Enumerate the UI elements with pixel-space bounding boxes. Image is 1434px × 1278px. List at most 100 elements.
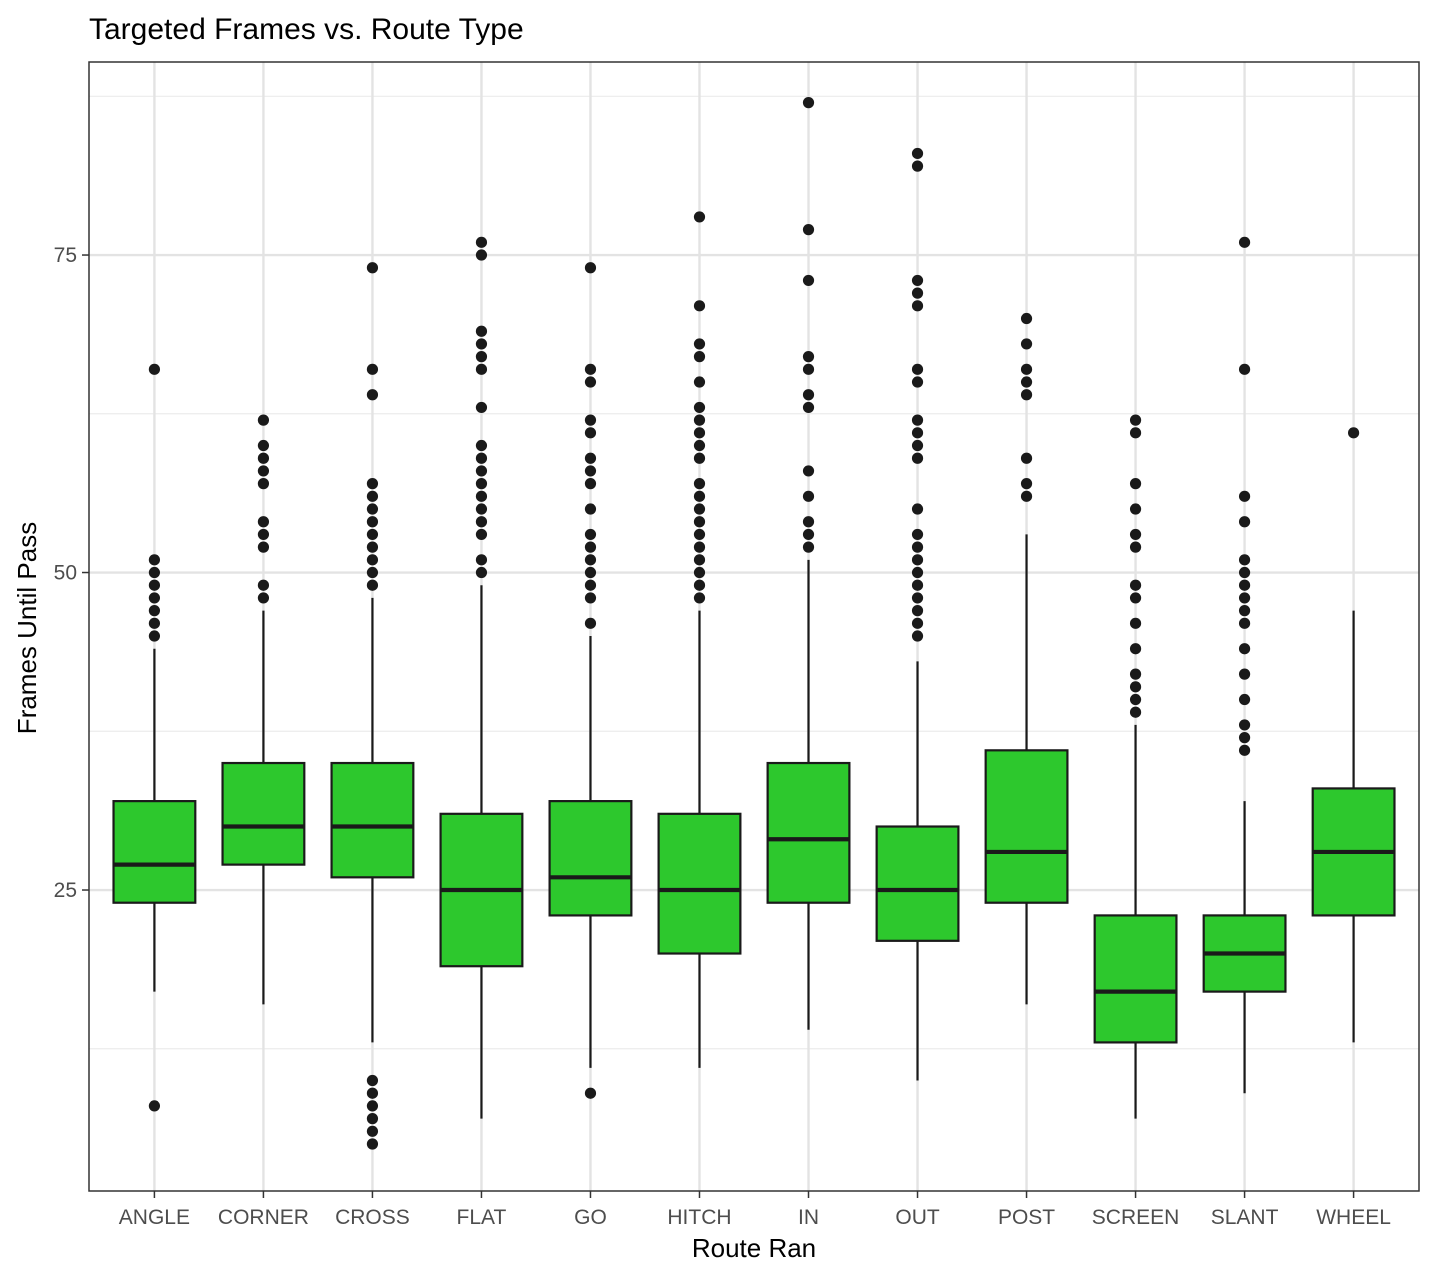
outlier-point [584,262,597,274]
outlier-point [1238,719,1251,731]
outlier-point [911,554,924,566]
outlier-point [584,414,597,426]
outlier-point [584,363,597,375]
box-iqr [548,800,633,917]
outlier-point [1129,668,1142,680]
outlier-point [1238,236,1251,248]
outlier-point [693,592,706,604]
outlier-point [366,579,379,591]
outlier-point [584,541,597,553]
outlier-point [1129,579,1142,591]
outlier-point [475,363,488,375]
outlier-point [1129,643,1142,655]
x-tick-label: IN [798,1206,819,1229]
outlier-point [802,465,815,477]
outlier-point [366,1100,379,1112]
outlier-point [148,630,161,642]
outlier-point [1238,605,1251,617]
outlier-point [366,1087,379,1099]
outlier-point [475,439,488,452]
box-iqr [984,749,1069,904]
outlier-point [257,541,270,553]
outlier-point [1020,389,1033,401]
outlier-point [1238,566,1251,579]
outlier-point [366,389,379,401]
outlier-point [1238,490,1251,502]
outlier-point [911,287,924,299]
box-iqr [766,761,851,904]
outlier-point [802,363,815,375]
x-tick-label: ANGLE [119,1206,190,1229]
outlier-point [475,478,488,490]
box-iqr [330,761,415,879]
outlier-point [1129,681,1142,693]
outlier-point [148,554,161,566]
outlier-point [1020,363,1033,375]
outlier-point [1020,490,1033,502]
chart-title: Targeted Frames vs. Route Type [89,13,524,46]
box-iqr [875,825,960,942]
outlier-point [366,262,379,274]
outlier-point [693,427,706,439]
outlier-point [911,592,924,604]
outlier-point [1129,706,1142,718]
outlier-point [911,630,924,642]
outlier-point [911,528,924,541]
outlier-point [584,376,597,388]
outlier-point [693,478,706,490]
outlier-point [366,490,379,502]
outlier-point [1347,427,1360,439]
outlier-point [366,566,379,579]
x-tick-label: OUT [895,1206,940,1229]
outlier-point [584,465,597,477]
x-tick-label: POST [998,1206,1055,1229]
outlier-point [475,465,488,477]
outlier-point [257,452,270,464]
outlier-point [911,363,924,375]
outlier-point [693,414,706,426]
y-axis-title: Frames Until Pass [12,522,42,734]
outlier-point [911,617,924,629]
outlier-point [1238,693,1251,706]
outlier-point [911,300,924,312]
outlier-point [693,528,706,541]
outlier-point [1238,732,1251,744]
outlier-point [693,452,706,464]
outlier-point [475,325,488,337]
y-tick-label: 50 [54,562,77,585]
plot-background [89,62,1419,1191]
outlier-point [366,1138,379,1150]
outlier-point [911,376,924,388]
outlier-point [911,503,924,515]
outlier-point [148,1100,161,1112]
outlier-point [475,236,488,248]
outlier-point [693,554,706,566]
outlier-point [1238,579,1251,591]
outlier-point [257,478,270,490]
outlier-point [366,1074,379,1087]
outlier-point [693,439,706,452]
box-iqr [657,812,742,955]
outlier-point [802,274,815,287]
outlier-point [148,579,161,591]
outlier-point [802,541,815,553]
outlier-point [1238,617,1251,629]
outlier-point [257,516,270,528]
outlier-point [1129,541,1142,553]
outlier-point [802,528,815,541]
outlier-point [802,401,815,414]
outlier-point [584,617,597,629]
outlier-point [366,1113,379,1125]
outlier-point [693,541,706,553]
box-iqr [112,800,197,904]
outlier-point [584,592,597,604]
y-tick-label: 25 [54,879,77,902]
outlier-point [1129,427,1142,439]
outlier-point [1020,452,1033,464]
outlier-point [366,528,379,541]
outlier-point [475,528,488,541]
x-tick-label: FLAT [457,1206,507,1229]
outlier-point [584,579,597,591]
outlier-point [366,363,379,375]
